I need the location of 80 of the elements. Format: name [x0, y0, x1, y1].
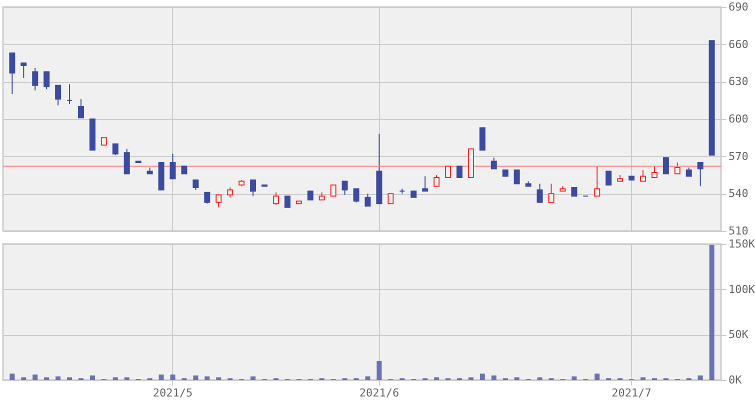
- candlestick: [9, 52, 16, 95]
- candlestick: [124, 148, 130, 174]
- candlestick: [456, 166, 462, 178]
- candlestick: [594, 166, 600, 197]
- bar: [514, 377, 520, 380]
- candlestick: [364, 193, 371, 207]
- candlestick: [651, 166, 658, 178]
- bar: [468, 377, 474, 380]
- candlestick: [32, 67, 38, 91]
- bar: [434, 377, 440, 380]
- bar: [90, 375, 95, 380]
- x-tick-label: 2021/7: [612, 386, 652, 400]
- y-tick-label: 660: [728, 38, 748, 51]
- candlestick: [490, 157, 497, 170]
- candlestick: [662, 157, 669, 174]
- candlestick: [342, 180, 348, 196]
- y-tick-label: 0K: [728, 374, 742, 386]
- bar: [21, 377, 26, 380]
- y-tick-label: 630: [728, 75, 748, 88]
- candlestick: [353, 188, 360, 203]
- x-tick-label: 2021/6: [359, 386, 400, 400]
- bar: [67, 377, 72, 380]
- candlestick: [479, 127, 486, 151]
- bar: [698, 375, 703, 380]
- bar: [480, 374, 485, 380]
- x-tick-label: 2021/5: [152, 386, 193, 400]
- candlestick: [78, 98, 84, 118]
- candlestick: [55, 84, 62, 106]
- candlestick: [330, 184, 336, 197]
- candlestick: [250, 179, 256, 197]
- candlestick: [445, 166, 452, 178]
- bar: [491, 375, 496, 380]
- candlestick: [422, 176, 428, 192]
- candlestick: [548, 183, 554, 203]
- candlestick: [192, 179, 199, 190]
- y-tick-label: 570: [728, 150, 748, 163]
- candlestick: [204, 192, 210, 204]
- bar: [158, 374, 164, 380]
- bar: [572, 376, 577, 380]
- candlestick: [674, 162, 680, 174]
- candlestick: [44, 71, 50, 90]
- candlestick: [388, 193, 394, 204]
- bar: [709, 244, 714, 380]
- candlestick: [434, 174, 440, 187]
- candlestick: [514, 170, 520, 184]
- bar: [10, 374, 15, 380]
- y-tick-label: 510: [728, 224, 748, 238]
- bar: [376, 360, 382, 380]
- y-tick-label: 690: [728, 0, 748, 14]
- candlestick: [697, 162, 704, 187]
- bar: [204, 376, 210, 380]
- candlestick: [284, 196, 290, 208]
- candlestick: [66, 84, 73, 105]
- y-tick-label: 540: [728, 187, 748, 200]
- bar: [112, 377, 118, 380]
- bar: [250, 376, 256, 380]
- candlestick: [640, 170, 646, 182]
- candlestick: [227, 186, 234, 198]
- candlestick: [216, 194, 222, 208]
- bar: [124, 377, 130, 380]
- bar: [216, 377, 222, 380]
- bar: [193, 375, 198, 380]
- candlestick: [272, 192, 279, 206]
- y-tick-label: 100K: [728, 282, 755, 296]
- bar: [365, 376, 370, 380]
- y-tick-label: 50K: [728, 328, 749, 342]
- bar: [594, 374, 600, 380]
- bar: [640, 377, 646, 380]
- candlestick: [170, 153, 176, 180]
- y-tick-label: 600: [728, 112, 748, 126]
- candlestick: [536, 183, 543, 203]
- candlestick: [20, 62, 27, 78]
- candlestick: [606, 170, 612, 186]
- bar: [44, 377, 50, 380]
- bar: [170, 374, 176, 380]
- bar: [537, 377, 542, 380]
- y-tick-label: 150K: [728, 238, 755, 250]
- candlestick: [112, 143, 118, 156]
- bar: [56, 376, 61, 380]
- bar: [32, 374, 38, 380]
